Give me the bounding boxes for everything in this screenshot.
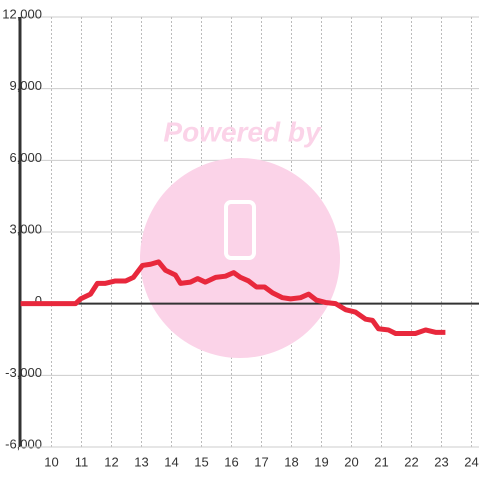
y-tick-label: 12,000 xyxy=(2,6,42,21)
x-tick-label: 18 xyxy=(284,454,298,469)
x-tick-label: 14 xyxy=(164,454,178,469)
watermark: Powered by xyxy=(140,116,340,358)
x-tick-label: 24 xyxy=(464,454,478,469)
watermark-logo xyxy=(224,200,256,260)
x-tick-label: 19 xyxy=(314,454,328,469)
y-tick-label: 3,000 xyxy=(9,221,42,236)
watermark-text: Powered by xyxy=(163,116,322,147)
x-tick-label: 13 xyxy=(134,454,148,469)
y-tick-label: 6,000 xyxy=(9,150,42,165)
x-tick-label: 12 xyxy=(104,454,118,469)
y-tick-label: -6,000 xyxy=(5,436,42,451)
x-tick-label: 20 xyxy=(344,454,358,469)
x-tick-label: 16 xyxy=(224,454,238,469)
y-tick-label: 0 xyxy=(35,293,42,308)
data-line xyxy=(20,259,446,337)
x-tick-label: 15 xyxy=(194,454,208,469)
x-tick-label: 17 xyxy=(254,454,268,469)
x-tick-label: 11 xyxy=(75,454,89,469)
y-tick-label: -3,000 xyxy=(5,365,42,380)
x-tick-label: 23 xyxy=(434,454,448,469)
x-tick-label: 10 xyxy=(44,454,58,469)
y-tick-label: 9,000 xyxy=(9,78,42,93)
x-tick-label: 22 xyxy=(404,454,418,469)
x-tick-label: 21 xyxy=(374,454,388,469)
